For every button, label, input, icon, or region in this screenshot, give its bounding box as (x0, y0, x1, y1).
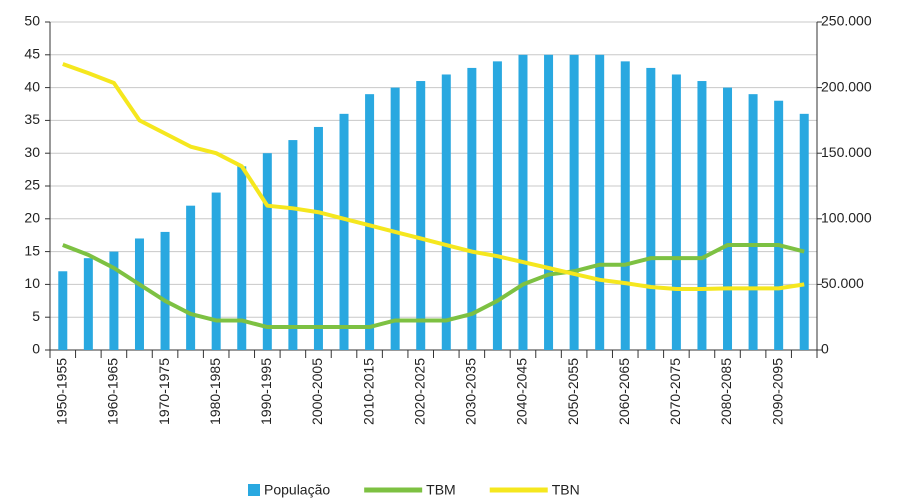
y-tick-label: 15 (24, 242, 40, 258)
y-tick-label: 50 (24, 13, 40, 29)
x-tick-label: 2000-2005 (309, 358, 325, 425)
bar (339, 113, 349, 350)
x-tick-label: 1950-1955 (53, 358, 69, 425)
x-tick-label: 2050-2055 (565, 358, 581, 425)
bar (697, 81, 707, 350)
y-tick-label: 45 (24, 46, 40, 62)
bar (799, 113, 809, 350)
bar (723, 87, 733, 350)
bar (774, 100, 784, 350)
x-tick-label: 1980-1985 (207, 358, 223, 425)
line (62, 62, 805, 291)
bar (671, 74, 681, 350)
bar (109, 251, 119, 350)
x-tick-label: 1990-1995 (258, 358, 274, 425)
x-tick-label: 2070-2075 (667, 358, 683, 425)
bar (262, 153, 272, 350)
y-tick-label: 10 (24, 275, 40, 291)
bar (313, 126, 323, 351)
y-tick-label: 20 (24, 210, 40, 226)
bar (748, 94, 758, 350)
x-tick-label: 2020-2025 (411, 358, 427, 425)
y-tick-label: 25 (24, 177, 40, 193)
legend-label: TBN (552, 482, 580, 498)
bar (288, 140, 298, 350)
y2-tick-label: 50.000 (821, 275, 864, 291)
y2-tick-label: 200.000 (821, 78, 872, 94)
x-tick-label: 2060-2065 (616, 358, 632, 425)
legend-label: População (264, 482, 330, 498)
bar (390, 87, 400, 350)
bar (441, 74, 451, 350)
bar (186, 205, 196, 350)
x-tick-label: 2040-2045 (514, 358, 530, 425)
bar (237, 166, 247, 350)
y-tick-label: 35 (24, 111, 40, 127)
y2-tick-label: 100.000 (821, 210, 872, 226)
bar (211, 192, 221, 350)
bar (160, 231, 170, 350)
bar (365, 94, 375, 350)
legend-swatch (248, 484, 260, 496)
x-tick-label: 2030-2035 (463, 358, 479, 425)
legend-label: TBM (426, 482, 456, 498)
x-tick-label: 2090-2095 (769, 358, 785, 425)
bar (58, 271, 68, 350)
y2-tick-label: 250.000 (821, 13, 872, 29)
bar (518, 54, 528, 351)
bar (467, 67, 477, 351)
y2-tick-label: 0 (821, 341, 829, 357)
x-tick-label: 1960-1965 (105, 358, 121, 425)
bar (416, 81, 426, 350)
bar (595, 54, 605, 351)
y-tick-label: 5 (32, 308, 40, 324)
line (62, 243, 805, 330)
y-tick-label: 40 (24, 78, 40, 94)
x-tick-label: 2010-2015 (360, 358, 376, 425)
x-tick-label: 2080-2085 (718, 358, 734, 425)
x-tick-label: 1970-1975 (156, 358, 172, 425)
y2-tick-label: 150.000 (821, 144, 872, 160)
bar (646, 67, 656, 351)
y-tick-label: 0 (32, 341, 40, 357)
y-tick-label: 30 (24, 144, 40, 160)
bar (620, 61, 630, 351)
bar (544, 54, 554, 351)
bar (569, 54, 579, 351)
bar (134, 238, 144, 350)
bar (83, 258, 93, 350)
bar (492, 61, 502, 351)
